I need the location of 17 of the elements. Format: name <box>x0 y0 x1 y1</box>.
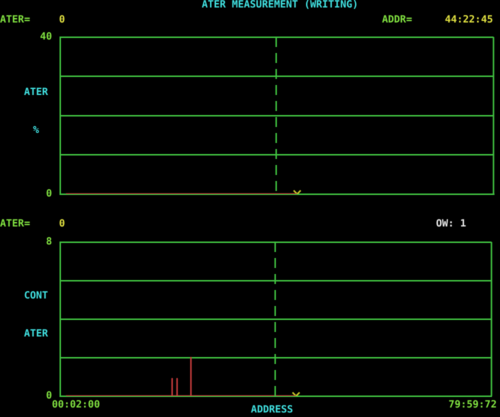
text: ATER= <box>0 14 30 26</box>
text: ATER= <box>0 218 30 230</box>
text: 44:22:45 <box>444 14 493 26</box>
text: 0 <box>59 218 66 230</box>
y-tick-label: 8 <box>46 236 52 248</box>
text: ADDR= <box>382 14 412 26</box>
text: 0 <box>59 14 66 26</box>
text: CONT ATER <box>24 290 48 340</box>
y-tick-label: 0 <box>46 188 52 200</box>
text: ATER % <box>24 87 48 136</box>
y-tick-label: 0 <box>46 390 52 402</box>
x-axis-title: ADDRESS <box>250 404 294 416</box>
text: OW: 1 <box>436 218 466 230</box>
chart-title: ATER MEASUREMENT (WRITING) <box>202 0 358 11</box>
x-tick-label: 79:59:72 <box>448 400 497 411</box>
y-tick-label: 40 <box>40 32 52 43</box>
x-tick-label: 00:02:00 <box>52 400 100 411</box>
